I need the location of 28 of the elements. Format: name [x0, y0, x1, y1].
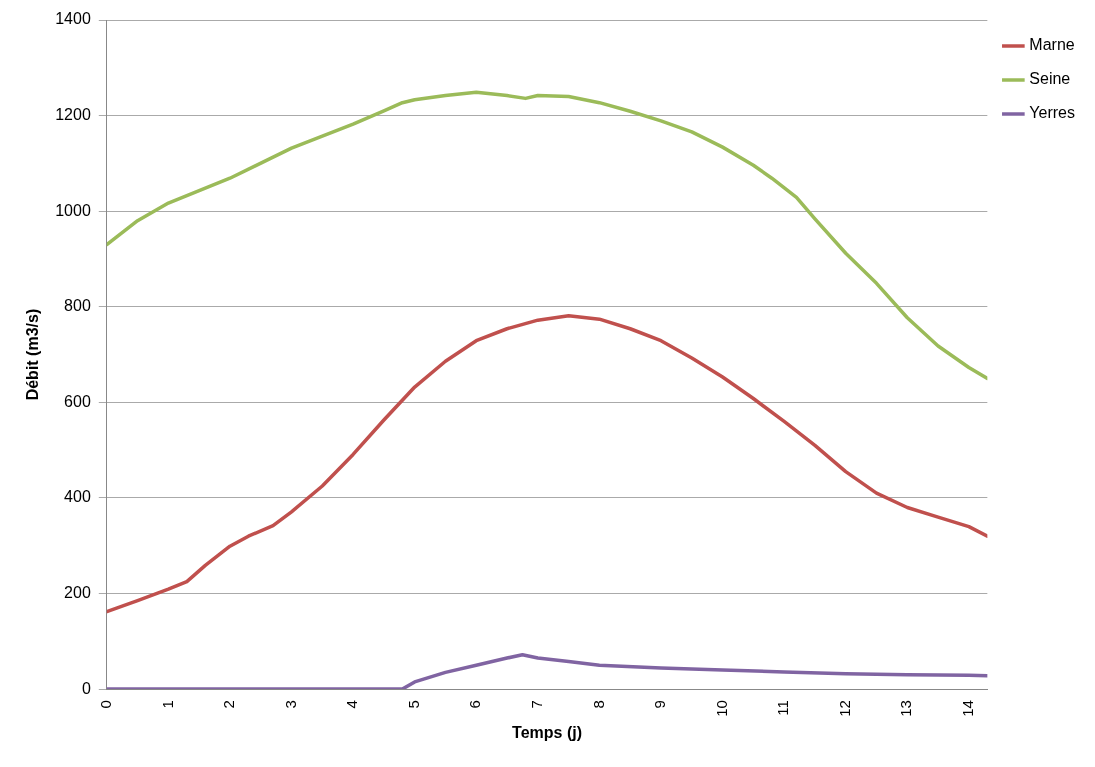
x-tick-label: 14 — [959, 700, 977, 717]
x-axis-title: Temps (j) — [512, 723, 583, 741]
x-tick-label: 9 — [651, 700, 669, 709]
y-tick-label: 600 — [64, 392, 91, 410]
x-tick-label: 2 — [220, 700, 238, 709]
legend-label: Seine — [1029, 70, 1071, 88]
legend-label: Yerres — [1029, 104, 1075, 122]
x-tick-label: 5 — [404, 700, 422, 709]
y-tick-label: 400 — [64, 488, 91, 506]
y-tick-label: 1400 — [55, 10, 91, 28]
x-tick-label: 10 — [712, 700, 730, 717]
x-tick-label: 3 — [281, 700, 299, 709]
x-tick-label: 0 — [96, 700, 114, 709]
y-tick-label: 800 — [64, 297, 91, 315]
x-tick-label: 4 — [343, 700, 361, 709]
y-tick-label: 200 — [64, 583, 91, 601]
x-tick-label: 13 — [897, 700, 915, 717]
x-tick-label: 6 — [466, 700, 484, 709]
y-axis-title: Débit (m3/s) — [24, 308, 42, 401]
y-tick-label: 0 — [81, 679, 91, 697]
y-tick-label: 1200 — [55, 105, 91, 123]
x-tick-label: 8 — [589, 700, 607, 709]
y-tick-label: 1000 — [55, 201, 91, 219]
x-tick-label: 12 — [835, 700, 853, 717]
x-tick-label: 1 — [158, 700, 176, 709]
x-tick-label: 11 — [774, 700, 792, 716]
x-tick-label: 7 — [527, 700, 545, 709]
legend-label: Marne — [1029, 36, 1075, 54]
